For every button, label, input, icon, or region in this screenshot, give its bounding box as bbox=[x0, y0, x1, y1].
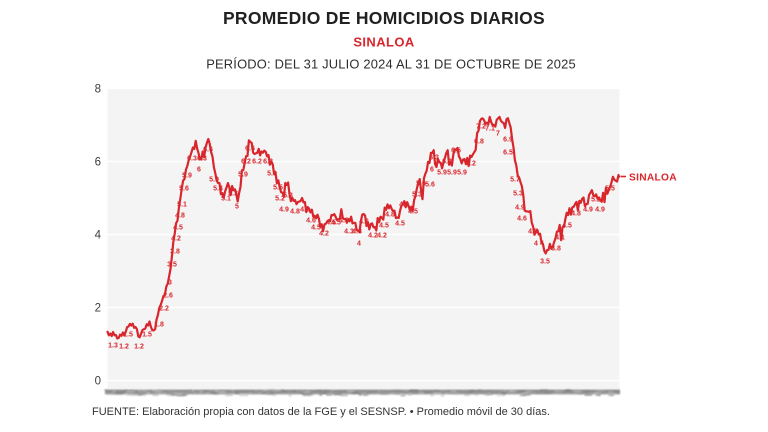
svg-text:6.3: 6.3 bbox=[429, 155, 439, 162]
svg-text:6.9: 6.9 bbox=[503, 137, 513, 144]
svg-text:5.6: 5.6 bbox=[179, 186, 189, 193]
svg-text:5.9: 5.9 bbox=[447, 170, 457, 177]
svg-text:6: 6 bbox=[197, 167, 201, 174]
svg-text:6.6: 6.6 bbox=[245, 146, 255, 153]
svg-text:6.2: 6.2 bbox=[252, 159, 262, 166]
svg-text:6.8: 6.8 bbox=[474, 139, 484, 146]
svg-text:6.5: 6.5 bbox=[503, 150, 513, 157]
svg-text:6.5: 6.5 bbox=[451, 148, 461, 155]
svg-text:6.2: 6.2 bbox=[442, 159, 452, 166]
svg-text:5: 5 bbox=[235, 204, 239, 211]
svg-text:1.5: 1.5 bbox=[142, 332, 152, 339]
svg-text:6.2: 6.2 bbox=[466, 161, 476, 168]
svg-text:4.8: 4.8 bbox=[175, 213, 185, 220]
svg-text:6.6: 6.6 bbox=[203, 147, 213, 154]
svg-text:4.9: 4.9 bbox=[583, 207, 593, 214]
svg-text:2: 2 bbox=[95, 303, 101, 315]
svg-text:5.6: 5.6 bbox=[416, 181, 426, 188]
svg-text:SINALOA: SINALOA bbox=[353, 35, 415, 50]
svg-text:1.3: 1.3 bbox=[108, 343, 118, 350]
svg-text:4.1: 4.1 bbox=[555, 235, 565, 242]
svg-text:3.8: 3.8 bbox=[551, 246, 561, 253]
svg-text:4.5: 4.5 bbox=[311, 225, 321, 232]
svg-text:6.3: 6.3 bbox=[187, 156, 197, 163]
svg-text:4.6: 4.6 bbox=[306, 218, 316, 225]
svg-text:1.5: 1.5 bbox=[123, 332, 133, 339]
svg-text:5.1: 5.1 bbox=[221, 196, 231, 203]
svg-text:5.9: 5.9 bbox=[238, 172, 248, 179]
svg-text:4.2: 4.2 bbox=[171, 236, 181, 243]
svg-text:5.2: 5.2 bbox=[275, 196, 285, 203]
svg-text:5.9: 5.9 bbox=[209, 177, 219, 184]
svg-text:4.9: 4.9 bbox=[399, 202, 409, 209]
svg-text:3: 3 bbox=[168, 280, 172, 287]
svg-text:4.5: 4.5 bbox=[528, 229, 538, 236]
svg-text:6: 6 bbox=[430, 167, 434, 174]
svg-text:SINALOA: SINALOA bbox=[629, 173, 677, 184]
svg-text:3.5: 3.5 bbox=[167, 262, 177, 269]
svg-text:4.8: 4.8 bbox=[385, 212, 395, 219]
svg-text:5.6: 5.6 bbox=[425, 182, 435, 189]
svg-text:4: 4 bbox=[540, 241, 544, 248]
svg-text:4.5: 4.5 bbox=[326, 220, 336, 227]
svg-text:0: 0 bbox=[95, 376, 101, 388]
svg-text:1.2: 1.2 bbox=[134, 344, 144, 351]
svg-text:5.3: 5.3 bbox=[513, 191, 523, 198]
svg-text:5.2: 5.2 bbox=[591, 197, 601, 204]
svg-text:8: 8 bbox=[95, 84, 101, 96]
svg-text:4.6: 4.6 bbox=[359, 219, 369, 226]
svg-text:4: 4 bbox=[534, 241, 538, 248]
svg-text:FUENTE: Elaboración propia con: FUENTE: Elaboración propia con datos de … bbox=[92, 406, 550, 418]
svg-text:5.9: 5.9 bbox=[457, 170, 467, 177]
svg-text:4.6: 4.6 bbox=[339, 218, 349, 225]
svg-text:5.9: 5.9 bbox=[182, 173, 192, 180]
svg-text:4.2: 4.2 bbox=[319, 231, 329, 238]
svg-text:5.5: 5.5 bbox=[605, 186, 615, 193]
svg-text:5.3: 5.3 bbox=[283, 193, 293, 200]
svg-text:4.3: 4.3 bbox=[344, 229, 354, 236]
svg-text:4.2: 4.2 bbox=[377, 233, 387, 240]
svg-text:7.2: 7.2 bbox=[476, 124, 486, 131]
svg-text:4.9: 4.9 bbox=[595, 207, 605, 214]
svg-text:1.8: 1.8 bbox=[154, 322, 164, 329]
svg-text:2.2: 2.2 bbox=[159, 306, 169, 313]
svg-text:4.5: 4.5 bbox=[562, 223, 572, 230]
svg-text:4: 4 bbox=[357, 241, 361, 248]
svg-text:4.5: 4.5 bbox=[331, 220, 341, 227]
svg-text:3.5: 3.5 bbox=[540, 259, 550, 266]
svg-text:4.9: 4.9 bbox=[279, 207, 289, 214]
svg-text:4: 4 bbox=[95, 230, 102, 242]
svg-text:5.3: 5.3 bbox=[412, 192, 422, 199]
svg-text:5.5: 5.5 bbox=[273, 185, 283, 192]
svg-text:4.2: 4.2 bbox=[368, 233, 378, 240]
svg-text:5.9: 5.9 bbox=[437, 170, 447, 177]
svg-text:5.7: 5.7 bbox=[510, 177, 520, 184]
svg-text:4.8: 4.8 bbox=[290, 209, 300, 216]
svg-text:5.9: 5.9 bbox=[267, 171, 277, 178]
svg-text:7: 7 bbox=[496, 131, 500, 138]
svg-text:4.8: 4.8 bbox=[571, 211, 581, 218]
svg-text:4.9: 4.9 bbox=[300, 207, 310, 214]
svg-text:PROMEDIO DE HOMICIDIOS DIARIOS: PROMEDIO DE HOMICIDIOS DIARIOS bbox=[223, 8, 545, 28]
svg-text:6.2: 6.2 bbox=[241, 159, 251, 166]
svg-text:4.6: 4.6 bbox=[517, 216, 527, 223]
svg-text:6.3: 6.3 bbox=[197, 156, 207, 163]
svg-text:1.2: 1.2 bbox=[119, 344, 129, 351]
svg-text:4.3: 4.3 bbox=[352, 229, 362, 236]
svg-text:4.5: 4.5 bbox=[173, 225, 183, 232]
svg-text:5.3: 5.3 bbox=[228, 191, 238, 198]
svg-text:4.5: 4.5 bbox=[379, 223, 389, 230]
svg-text:6: 6 bbox=[95, 157, 101, 169]
svg-text:4.9: 4.9 bbox=[515, 205, 525, 212]
svg-text:4.5: 4.5 bbox=[395, 221, 405, 228]
svg-text:4.5: 4.5 bbox=[408, 209, 418, 216]
svg-text:5.4: 5.4 bbox=[213, 186, 223, 193]
svg-text:PERÍODO: DEL 31 JULIO 2024 AL: PERÍODO: DEL 31 JULIO 2024 AL 31 DE OCTU… bbox=[206, 57, 576, 72]
svg-text:7.1: 7.1 bbox=[485, 126, 495, 133]
svg-text:2.6: 2.6 bbox=[163, 293, 173, 300]
svg-text:5.1: 5.1 bbox=[177, 202, 187, 209]
svg-text:3.8: 3.8 bbox=[170, 249, 180, 256]
svg-text:6.2: 6.2 bbox=[263, 159, 273, 166]
